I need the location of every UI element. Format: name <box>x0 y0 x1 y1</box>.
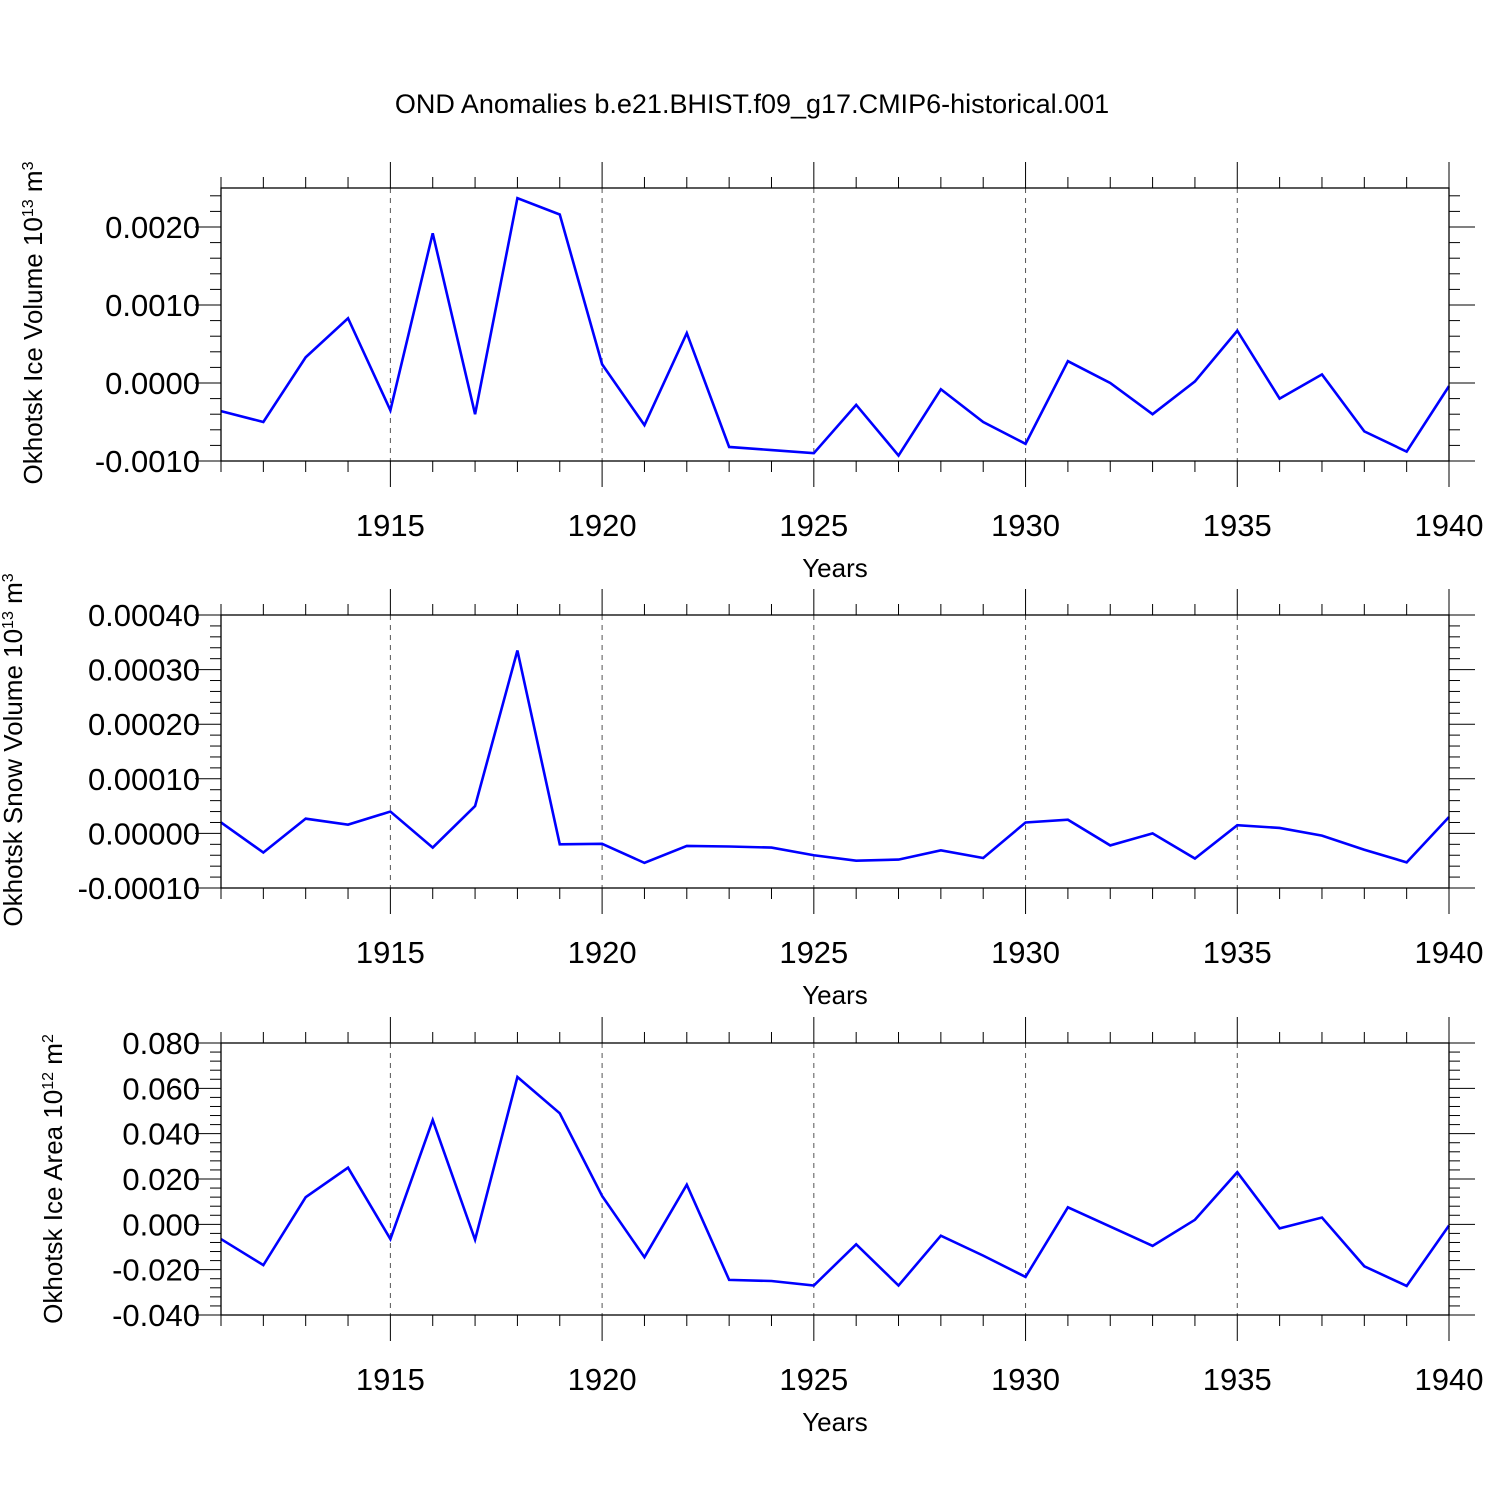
y-axis-label-superscript: 2 <box>40 1034 57 1043</box>
y-axis-label-superscript: 13 <box>0 611 17 629</box>
x-tick-label: 1935 <box>1203 508 1272 543</box>
y-tick-label: -0.00010 <box>78 871 200 906</box>
y-tick-label: 0.0020 <box>105 210 200 245</box>
y-axis-label: Okhotsk Ice Area 1012 m2 <box>38 1034 68 1324</box>
y-tick-label: 0.020 <box>122 1162 200 1197</box>
y-axis-label: Okhotsk Snow Volume 1013 m3 <box>0 573 28 926</box>
x-tick-label: 1930 <box>991 1362 1060 1397</box>
y-axis-label-text: Okhotsk Ice Area 10 <box>38 1090 68 1324</box>
y-axis-label-superscript: 13 <box>20 199 37 217</box>
x-tick-label: 1940 <box>1415 508 1484 543</box>
y-tick-label: 0.00030 <box>88 653 200 688</box>
chart-panels: -0.0010 0.0000 0.0010 0.0020 1915 1920 1925 193… <box>0 161 1483 1437</box>
y-axis-label-text: Okhotsk Ice Volume 10 <box>18 217 48 484</box>
x-tick-label: 1935 <box>1203 1362 1272 1397</box>
y-axis-label-text: Okhotsk Snow Volume 10 <box>0 629 28 927</box>
series-line <box>220 1074 1451 1288</box>
y-tick-label: 0.00020 <box>88 707 200 742</box>
y-axis-label-text: m <box>18 170 48 199</box>
y-axis-label-superscript: 3 <box>20 161 37 170</box>
x-axis-label: Years <box>802 980 868 1010</box>
x-tick-label: 1940 <box>1415 935 1484 970</box>
plot-frame <box>220 614 1450 889</box>
y-tick-label: -0.020 <box>112 1253 200 1288</box>
y-tick-label: 0.0010 <box>105 288 200 323</box>
x-tick-label: 1940 <box>1415 1362 1484 1397</box>
y-tick-label: 0.00040 <box>88 598 200 633</box>
y-axis-label-text: m <box>38 1043 68 1072</box>
y-tick-label: -0.0010 <box>95 444 200 479</box>
y-tick-label: 0.00010 <box>88 762 200 797</box>
chart-panel: -0.0010 0.0000 0.0010 0.0020 1915 1920 1925 193… <box>18 161 1483 583</box>
x-tick-label: 1915 <box>356 935 425 970</box>
chart-panel: -0.00010 0.00000 0.00010 0.00020 0.00030 0.00… <box>0 573 1483 1010</box>
y-tick-label: 0.000 <box>122 1207 200 1242</box>
y-tick-label: 0.060 <box>122 1071 200 1106</box>
y-tick-label: 0.0000 <box>105 366 200 401</box>
x-axis-label: Years <box>802 553 868 583</box>
figure-title: OND Anomalies b.e21.BHIST.f09_g17.CMIP6-… <box>395 89 1109 119</box>
plot-frame <box>220 187 1450 462</box>
series-line <box>220 650 1450 865</box>
x-tick-label: 1925 <box>779 508 848 543</box>
y-tick-label: 0.040 <box>122 1117 200 1152</box>
x-tick-label: 1920 <box>568 935 637 970</box>
y-tick-label: 0.00000 <box>88 816 200 851</box>
series-line <box>220 196 1451 458</box>
x-tick-label: 1925 <box>779 935 848 970</box>
y-axis-label: Okhotsk Ice Volume 1013 m3 <box>18 161 48 484</box>
y-axis-label-superscript: 3 <box>0 573 17 582</box>
x-tick-label: 1925 <box>779 1362 848 1397</box>
x-tick-label: 1920 <box>568 1362 637 1397</box>
y-tick-label: 0.080 <box>122 1026 200 1061</box>
x-tick-label: 1920 <box>568 508 637 543</box>
x-tick-label: 1915 <box>356 508 425 543</box>
y-axis-label-text: m <box>0 582 28 611</box>
y-axis-label-superscript: 12 <box>40 1072 57 1090</box>
x-tick-label: 1915 <box>356 1362 425 1397</box>
x-axis-label: Years <box>802 1407 868 1437</box>
x-tick-label: 1935 <box>1203 935 1272 970</box>
x-tick-label: 1930 <box>991 508 1060 543</box>
x-tick-label: 1930 <box>991 935 1060 970</box>
chart-panel: -0.040 -0.020 0.000 0.020 0.040 0.060 0.080 191… <box>38 1017 1483 1437</box>
y-tick-label: -0.040 <box>112 1298 200 1333</box>
